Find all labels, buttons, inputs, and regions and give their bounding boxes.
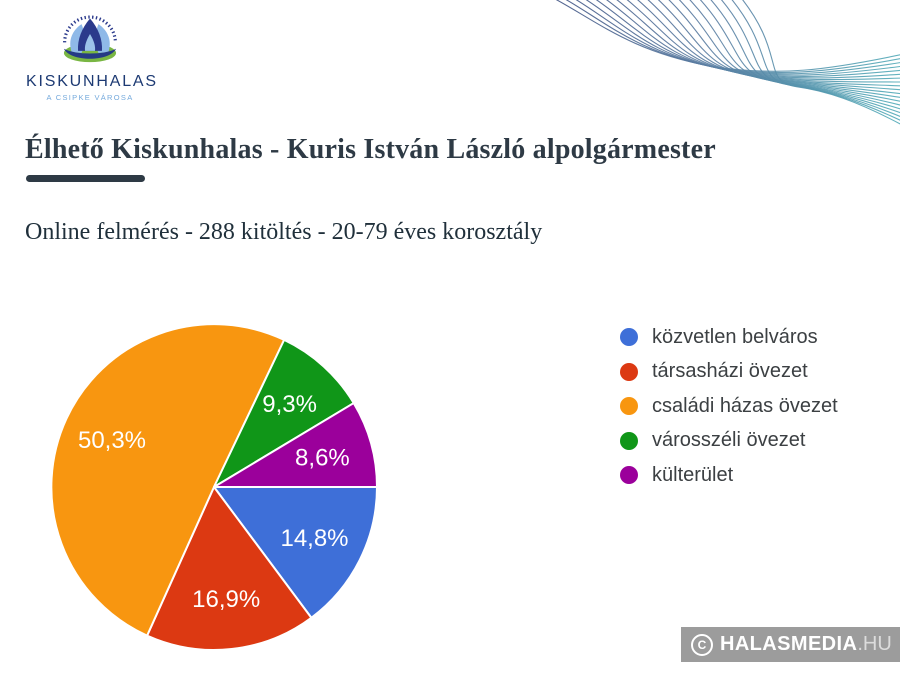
legend-label: társasházi övezet <box>652 360 808 383</box>
pie-chart: 14,8% 16,9% 50,3% 9,3% 8,6% <box>50 323 378 651</box>
pie-slice-value-label: 50,3% <box>78 427 146 454</box>
pie-slice-4 <box>213 338 355 488</box>
decorative-wave-line <box>626 0 900 83</box>
legend-swatch <box>620 431 638 450</box>
decorative-waves <box>555 0 900 125</box>
legend-label: városszéli övezet <box>652 429 806 452</box>
pie-slice-1 <box>213 486 378 619</box>
pie-slice-value-label: 14,8% <box>280 525 348 552</box>
decorative-wave-line <box>741 0 900 125</box>
watermark-name: HALASMEDIA <box>720 633 858 655</box>
kiskunhalas-lace-flower-icon <box>63 15 117 63</box>
title-underline <box>26 175 145 182</box>
pie-slice-5 <box>213 402 378 488</box>
logo-name: KISKUNHALAS <box>26 73 158 90</box>
decorative-wave-line <box>710 0 900 114</box>
legend-item-3: családi házas övezet <box>620 389 838 424</box>
decorative-wave-line <box>595 0 900 78</box>
pie-slice-3 <box>50 323 286 637</box>
decorative-wave-line <box>720 0 900 117</box>
logo-tagline: A CSIPKE VÁROSA <box>46 92 134 102</box>
chart-legend: közvetlen belváros társasházi övezet csalá… <box>620 320 838 493</box>
decorative-wave-line <box>575 0 900 75</box>
legend-item-2: társasházi övezet <box>620 355 838 390</box>
copyright-icon: C <box>691 633 713 656</box>
pie-slice-value-label: 8,6% <box>295 444 350 471</box>
pie-chart-container: 14,8% 16,9% 50,3% 9,3% 8,6% <box>44 317 384 657</box>
legend-label: külterület <box>652 463 734 486</box>
pie-slice-value-label: 16,9% <box>192 586 260 613</box>
legend-label: közvetlen belváros <box>652 325 818 348</box>
page-subtitle: Online felmérés - 288 kitöltés - 20-79 é… <box>25 219 543 245</box>
pie-slice-2 <box>146 486 313 651</box>
pie-slice-value-label: 9,3% <box>262 391 317 418</box>
legend-label: családi házas övezet <box>652 394 838 417</box>
legend-item-4: városszéli övezet <box>620 424 838 459</box>
logo: KISKUNHALAS A CSIPKE VÁROSA <box>26 10 158 102</box>
legend-swatch <box>620 397 638 416</box>
legend-swatch <box>620 328 638 347</box>
page-title: Élhető Kiskunhalas - Kuris István László… <box>25 134 716 165</box>
legend-swatch <box>620 466 638 485</box>
legend-item-1: közvetlen belváros <box>620 320 838 355</box>
watermark-tld: .HU <box>857 633 892 655</box>
watermark: C HALASMEDIA.HU <box>681 627 900 662</box>
legend-item-5: külterület <box>620 458 838 493</box>
legend-swatch <box>620 362 638 381</box>
